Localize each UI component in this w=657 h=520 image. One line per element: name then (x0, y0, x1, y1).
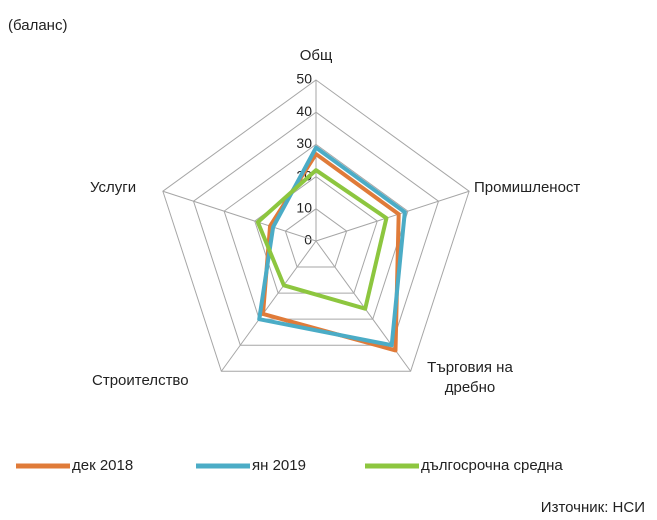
source: Източник: НСИ (540, 499, 645, 516)
legend-label: дек 2018 (72, 457, 134, 474)
grid-line (162, 79, 470, 372)
category-label: Промишленост (474, 179, 581, 196)
y-tick-label: 50 (296, 71, 312, 87)
y-tick-label: 10 (296, 200, 312, 216)
y-tick-label: 30 (296, 135, 312, 151)
category-label: Търговия на дребно (427, 359, 513, 396)
category-label: Строителство (92, 372, 189, 389)
series-line (255, 168, 389, 311)
axis-line (315, 190, 470, 242)
y-tick-label: 0 (304, 232, 312, 248)
axis-line (220, 240, 317, 372)
subtitle: (баланс) (8, 17, 68, 34)
category-label: Общ (299, 47, 333, 64)
category-label: Услуги (90, 179, 137, 196)
y-tick-label: 40 (296, 103, 312, 119)
grid-line (192, 111, 440, 346)
legend-label: дългосрочна средна (421, 457, 563, 474)
grid-line (284, 208, 348, 268)
grid-line (223, 143, 409, 320)
axis-line (162, 190, 317, 242)
legend-label: ян 2019 (252, 457, 306, 474)
series-line (257, 145, 407, 348)
